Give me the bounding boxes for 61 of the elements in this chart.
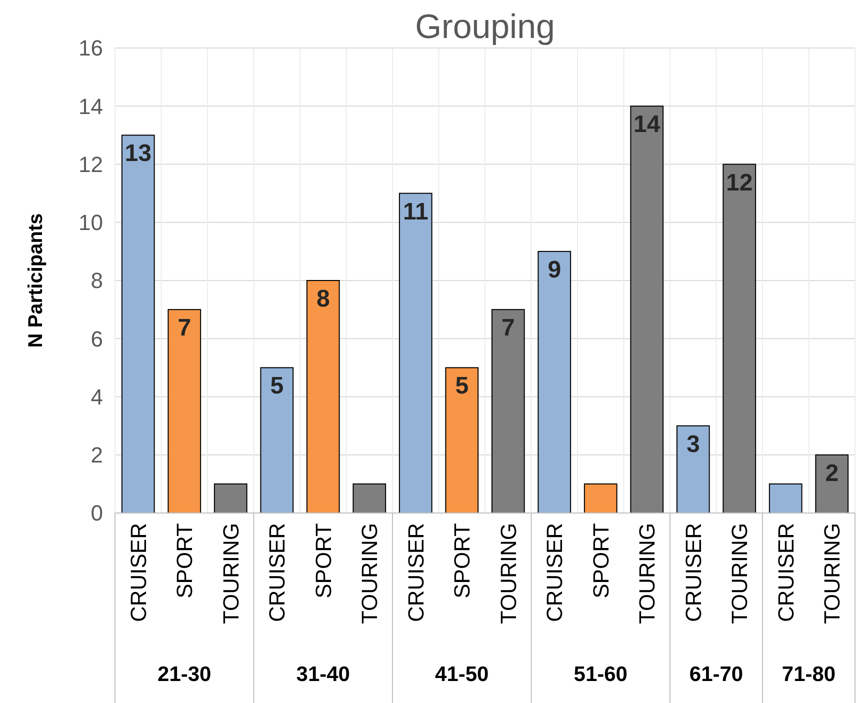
x-tick-label: CRUISER — [680, 523, 706, 622]
data-label: 11 — [402, 198, 428, 226]
x-tick-label: TOURING — [496, 523, 521, 624]
bar — [722, 164, 756, 514]
x-tick-label: TOURING — [727, 523, 752, 624]
text: 61-70 — [689, 663, 744, 686]
y-tick-label: 10 — [78, 210, 103, 236]
bar — [398, 192, 432, 514]
data-label: 12 — [726, 169, 753, 196]
y-tick-label: 8 — [90, 268, 103, 294]
x-tick-label: SPORT — [172, 523, 198, 598]
bar — [584, 483, 618, 514]
x-tick-label: SPORT — [310, 523, 336, 598]
data-label: 7 — [501, 314, 515, 342]
bar — [676, 425, 710, 514]
data-label: 9 — [548, 256, 562, 284]
x-tick-label: CRUISER — [126, 523, 151, 622]
bar — [306, 280, 340, 514]
bar — [260, 367, 294, 514]
x-tick-label: SPORT — [450, 523, 475, 598]
text: 51-60 — [574, 663, 628, 686]
bar — [491, 309, 525, 514]
data-label: 5 — [455, 372, 469, 400]
y-tick-label: 6 — [90, 326, 103, 352]
x-tick-label: TOURING — [357, 523, 382, 624]
data-label: 8 — [316, 286, 330, 312]
text: 31-40 — [296, 663, 350, 686]
x-tick-label: SPORT — [588, 523, 614, 598]
y-tick-label: 2 — [90, 442, 103, 468]
data-label: 13 — [124, 140, 152, 168]
x-tick-label: CRUISER — [542, 523, 568, 622]
bar — [538, 250, 572, 514]
x-tick-label: TOURING — [218, 523, 244, 624]
bar — [445, 367, 479, 514]
bar — [121, 134, 155, 514]
data-label: 5 — [270, 372, 284, 400]
y-tick-label: 0 — [90, 500, 103, 526]
bar — [768, 483, 802, 514]
data-label: 7 — [178, 314, 192, 342]
bar — [630, 106, 664, 514]
y-tick-label: 12 — [78, 152, 103, 177]
x-tick-label: TOURING — [634, 523, 660, 624]
y-tick-label: 4 — [90, 384, 103, 410]
data-label: 3 — [686, 430, 700, 458]
bar — [352, 483, 386, 514]
text: 71-80 — [782, 663, 836, 686]
text: 21-30 — [158, 663, 212, 686]
data-label: 14 — [634, 111, 661, 138]
bar — [214, 483, 248, 514]
chart-title: Grouping — [415, 8, 555, 46]
x-tick-label: TOURING — [820, 523, 845, 624]
bar — [168, 309, 202, 514]
x-tick-label: CRUISER — [403, 523, 428, 622]
text: 41-50 — [435, 663, 489, 686]
y-tick-label: 16 — [78, 36, 103, 61]
y-tick-label: 14 — [78, 94, 103, 119]
y-axis-title: N Participants — [25, 213, 47, 348]
bar — [815, 454, 849, 514]
x-tick-label: CRUISER — [264, 523, 290, 622]
data-label: 2 — [825, 460, 839, 487]
x-tick-label: CRUISER — [773, 523, 798, 622]
